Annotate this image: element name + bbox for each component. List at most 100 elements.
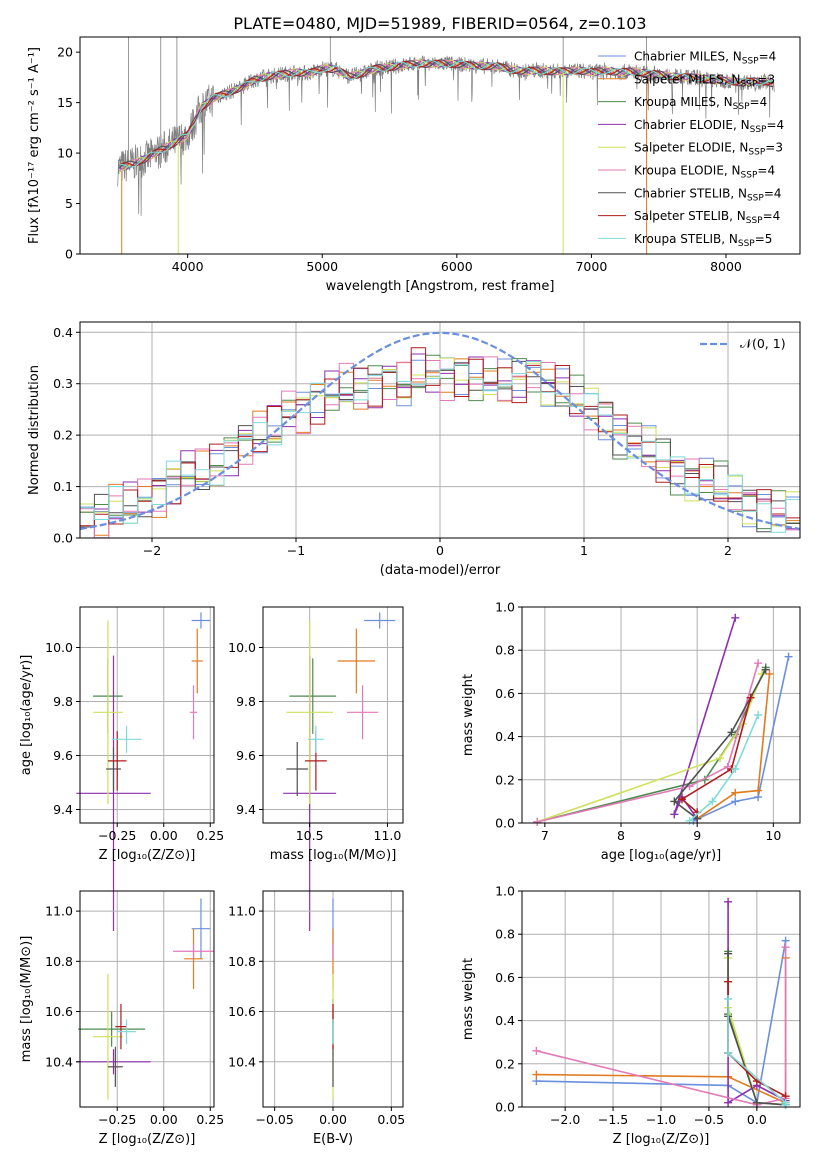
data-point-marker (716, 754, 725, 763)
axis-frame-residuals: −2 −1 0 1 2 0.0 0.1 0.2 0.3 0.4 (data-model)/error… (27, 321, 801, 578)
x-tick-label: 5000 (306, 259, 338, 274)
legend-entry-text: Chabrier ELODIE, N (634, 118, 750, 132)
y-axis-label: mass weight (461, 674, 476, 756)
x-tick-label: 4000 (172, 259, 204, 274)
y-tick-label: 10.8 (228, 954, 256, 969)
data-point-marker (724, 1049, 733, 1057)
y-tick-label: 9.8 (53, 694, 73, 709)
y-tick-label: 10.4 (228, 1054, 256, 1069)
legend-entry: Salpeter ELODIE, NSSP=3 (634, 141, 783, 158)
series-line (537, 662, 759, 823)
legend-entry-text: Kroupa MILES, N (634, 95, 733, 109)
data-point-marker (724, 949, 733, 958)
x-axis-label: E(B-V) (313, 1132, 353, 1147)
data-point-marker (708, 797, 717, 806)
legend-entry: Kroupa ELODIE, NSSP=4 (634, 164, 775, 181)
x-tick-label: 0.25 (196, 828, 224, 843)
plot-frame (262, 606, 404, 824)
y-tick-label: 0.8 (495, 643, 515, 658)
y-axis-label: mass [log₁₀(M/M⊙)] (19, 936, 34, 1063)
model-fit-line (119, 60, 774, 168)
data-point-marker (670, 810, 679, 819)
data-point-marker (784, 652, 793, 661)
legend-entry-value: =4 (759, 50, 777, 64)
errorbars-age-mass (283, 612, 396, 931)
y-tick-label: 10.8 (45, 954, 73, 969)
data-point-marker (761, 665, 770, 674)
legend-entry-text: Chabrier STELIB, N (634, 186, 747, 200)
x-tick-label: −0.25 (98, 1112, 136, 1127)
y-tick-label: 0.2 (495, 1056, 515, 1071)
series-line (689, 714, 759, 822)
y-tick-label: 10.6 (45, 1004, 73, 1019)
plot-frame (79, 36, 801, 255)
legend-entry: Salpeter MILES, NSSP=3 (634, 72, 775, 89)
legend-entry-text: Chabrier MILES, N (634, 50, 742, 64)
x-tick-label: 11.0 (374, 828, 402, 843)
x-axis-label: wavelength [Angstrom, rest frame] (326, 279, 555, 294)
y-tick-label: 9.6 (53, 748, 73, 763)
histogram-step-line (80, 361, 800, 533)
x-tick-label: −0.25 (98, 828, 136, 843)
data-point-marker (724, 977, 733, 986)
plot-frame (79, 606, 215, 824)
axes-age-mass (263, 607, 403, 823)
data-point-marker (724, 995, 733, 1003)
legend-entry: 𝒩(0, 1) (740, 336, 786, 351)
legend-entry-subscript: SSP (741, 171, 758, 181)
x-tick-label: −1.0 (646, 1112, 676, 1127)
y-tick-label: 0.2 (495, 772, 515, 787)
legend-entry-subscript: SSP (741, 79, 758, 89)
x-tick-label: 10.5 (296, 828, 324, 843)
legend-entry: Chabrier ELODIE, NSSP=4 (634, 118, 784, 135)
x-tick-label: 8000 (710, 259, 742, 274)
data-point-marker (754, 659, 763, 668)
data-point-marker (752, 1098, 761, 1107)
data-point-marker (731, 788, 740, 797)
x-tick-label: 6000 (441, 259, 473, 274)
data-point-marker (746, 693, 755, 702)
x-tick-label: 7 (541, 828, 549, 843)
x-tick-label: −1.5 (598, 1112, 628, 1127)
histogram-series (80, 331, 800, 538)
data-point-marker (532, 1046, 541, 1055)
weight-lines-weight-age (533, 613, 793, 826)
x-tick-label: 0.05 (377, 1112, 405, 1127)
histogram-legend: 𝒩(0, 1) (700, 336, 786, 351)
legend-entry: Kroupa STELIB, NSSP=5 (634, 232, 772, 249)
x-tick-label: −2.0 (550, 1112, 580, 1127)
legend-entry-text: Kroupa STELIB, N (634, 232, 738, 246)
x-tick-label: 7000 (575, 259, 607, 274)
legend-entry-text: Kroupa ELODIE, N (634, 164, 741, 178)
legend-entry-subscript: SSP (747, 193, 764, 203)
legend-entry: Chabrier MILES, NSSP=4 (634, 50, 776, 67)
legend-entry-subscript: SSP (738, 239, 755, 249)
y-tick-label: 0.0 (53, 531, 73, 546)
y-tick-label: 0 (65, 247, 73, 262)
y-tick-label: 20 (57, 45, 73, 60)
axes-mass-Z (80, 891, 214, 1107)
x-tick-label: 0.00 (150, 828, 178, 843)
y-tick-label: 9.6 (236, 748, 256, 763)
data-point-marker (724, 1098, 733, 1107)
axis-frame-age-Z: −0.25 0.00 0.25 9.4 9.6 9.8 10.0 Z [log₁₀(Z/Z⊙)… (19, 606, 224, 863)
x-tick-label: 9 (693, 828, 701, 843)
legend-entry: Chabrier STELIB, NSSP=4 (634, 186, 782, 203)
y-axis-label: Normed distribution (27, 365, 42, 495)
data-point-marker (532, 1070, 541, 1079)
legend-entry-value: =4 (750, 95, 768, 109)
legend-entry-value: =4 (766, 118, 784, 132)
y-tick-label: 15 (57, 95, 73, 110)
data-point-marker (731, 613, 740, 622)
data-point-marker (685, 816, 694, 825)
legend-entry: Salpeter STELIB, NSSP=4 (634, 209, 780, 226)
legend-entry-subscript: SSP (742, 57, 759, 67)
data-point-marker (677, 795, 686, 804)
y-tick-label: 11.0 (45, 904, 73, 919)
spectrum-lines (117, 37, 775, 254)
axis-frame-mass-Z: −0.25 0.00 0.25 10.4 10.6 10.8 11.0 Z [log₁₀(Z/… (19, 890, 224, 1147)
y-tick-label: 0.4 (495, 1013, 515, 1028)
